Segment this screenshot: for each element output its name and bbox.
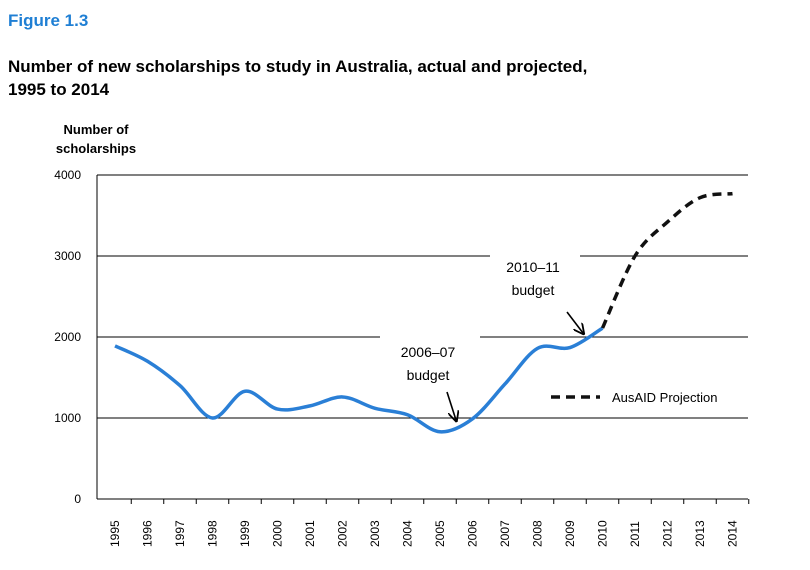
- x-tick-label: 1997: [173, 520, 187, 547]
- x-tick-label: 1999: [238, 520, 252, 547]
- x-tick-label: 2005: [433, 520, 447, 547]
- y-tick-label: 2000: [54, 330, 81, 344]
- legend-label: AusAID Projection: [612, 390, 718, 405]
- series-line: [600, 191, 733, 329]
- x-tick-label: 2000: [271, 520, 285, 547]
- y-tick-label: 4000: [54, 168, 81, 182]
- annotation-bg: [380, 330, 480, 390]
- x-tick-label: 2010: [596, 520, 610, 547]
- chart-title: 1995 to 2014: [8, 80, 110, 99]
- x-tick-label: 1998: [206, 520, 220, 547]
- annotation: 2010–11: [506, 259, 560, 275]
- x-tick-label: 2014: [726, 520, 740, 547]
- x-tick-label: 2008: [531, 520, 545, 547]
- y-axis-label: scholarships: [56, 141, 136, 156]
- figure-label: Figure 1.3: [8, 11, 88, 30]
- annotation: budget: [407, 367, 450, 383]
- x-tick-label: 1995: [108, 520, 122, 547]
- x-tick-label: 2011: [628, 521, 642, 547]
- x-tick-label: 2001: [303, 520, 317, 547]
- x-tick-label: 2006: [466, 520, 480, 547]
- x-tick-label: 2009: [563, 520, 577, 547]
- annotation-arrow: [446, 391, 456, 420]
- x-tick-label: 2002: [336, 520, 350, 547]
- annotation-arrow: [566, 311, 583, 333]
- annotation-bg: [490, 252, 580, 302]
- x-tick-label: 1996: [141, 520, 155, 547]
- chart-title: Number of new scholarships to study in A…: [8, 57, 587, 76]
- x-tick-label: 2013: [693, 520, 707, 547]
- x-tick-label: 2004: [401, 520, 415, 547]
- x-tick-label: 2012: [661, 520, 675, 547]
- y-axis-label: Number of: [64, 122, 130, 137]
- series-line: [114, 326, 604, 434]
- x-tick-label: 2003: [368, 520, 382, 547]
- annotation: 2006–07: [401, 344, 456, 360]
- y-tick-label: 1000: [54, 411, 81, 425]
- y-tick-label: 3000: [54, 249, 81, 263]
- x-tick-label: 2007: [498, 520, 512, 547]
- annotation: budget: [512, 282, 555, 298]
- y-tick-label: 0: [74, 492, 81, 506]
